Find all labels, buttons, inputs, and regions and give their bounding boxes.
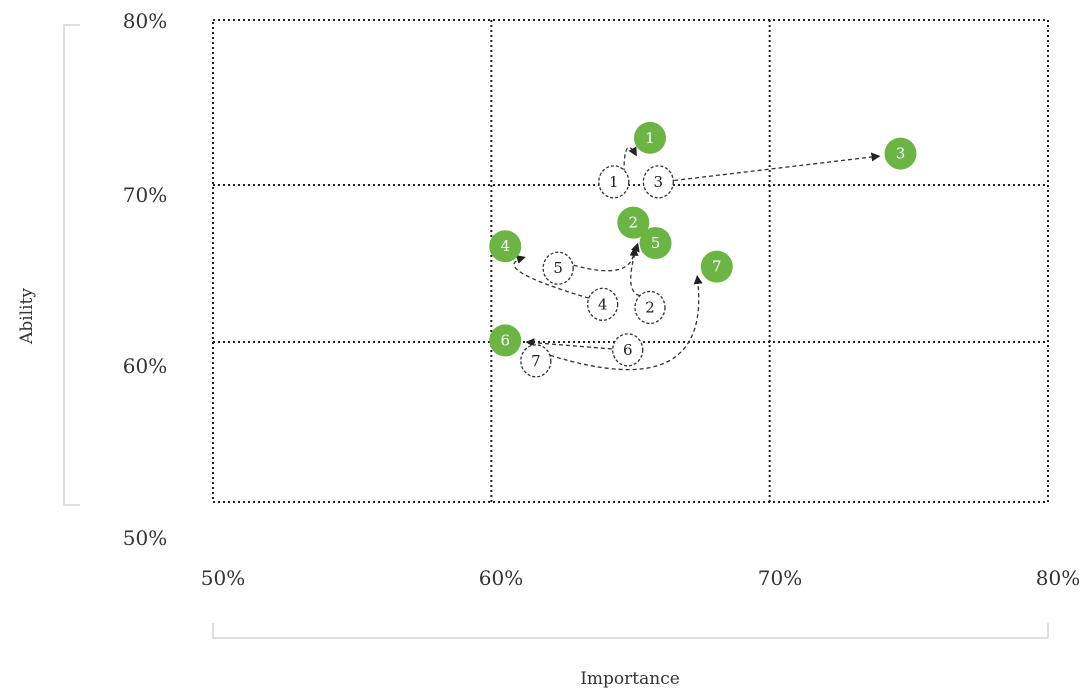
current-points: 1 2 3 4 5 6 7 [489, 121, 917, 357]
previous-point-label: 2 [645, 298, 655, 316]
plot-frame [212, 19, 1049, 503]
grid [212, 19, 1049, 503]
movement-arrows [513, 146, 881, 371]
y-axis-bracket [63, 24, 80, 506]
previous-point-label: 3 [654, 173, 664, 191]
previous-point-label: 1 [609, 173, 619, 191]
previous-point-label: 4 [598, 295, 608, 313]
current-point-label: 6 [500, 331, 510, 349]
previous-point-label: 6 [623, 341, 633, 359]
previous-points: 1 2 3 4 5 6 7 [520, 165, 674, 378]
current-point-label: 7 [712, 258, 722, 276]
x-axis-label: Importance [580, 669, 680, 689]
arrow-3 [674, 152, 881, 182]
current-point-4: 4 [489, 230, 522, 263]
previous-point-2: 2 [634, 290, 666, 325]
previous-point-4: 4 [587, 287, 619, 321]
current-point-6: 6 [489, 324, 522, 357]
y-tick-label: 50% [123, 526, 167, 550]
axis-brackets [63, 24, 1049, 639]
current-point-label: 2 [629, 214, 639, 232]
y-tick-label: 80% [123, 9, 167, 33]
previous-point-5: 5 [542, 251, 574, 285]
tick-labels: 50% 60% 70% 80% 80% 70% 60% 50% [123, 9, 1080, 590]
current-point-2: 2 [617, 206, 650, 239]
previous-point-1: 1 [598, 165, 630, 199]
arrow-6 [525, 338, 612, 350]
x-tick-label: 70% [758, 566, 802, 590]
current-point-3: 3 [884, 137, 917, 170]
x-tick-label: 80% [1036, 566, 1080, 590]
arrow-2 [630, 242, 647, 297]
previous-point-label: 5 [553, 259, 563, 277]
current-point-label: 3 [896, 145, 906, 163]
previous-point-label: 7 [531, 352, 541, 370]
previous-point-6: 6 [612, 333, 644, 367]
x-tick-label: 60% [479, 566, 523, 590]
x-tick-label: 50% [201, 566, 245, 590]
axis-labels: Importance Ability [17, 288, 680, 689]
current-point-1: 1 [633, 121, 666, 154]
current-point-label: 1 [645, 129, 655, 147]
y-tick-label: 70% [123, 183, 167, 207]
y-tick-label: 60% [123, 354, 167, 378]
arrow-1 [623, 146, 637, 173]
current-point-7: 7 [700, 250, 733, 283]
arrow-4 [513, 255, 590, 299]
previous-point-7: 7 [520, 344, 552, 378]
previous-point-3: 3 [642, 165, 674, 199]
y-axis-label: Ability [17, 288, 37, 345]
arrow-7 [549, 275, 703, 371]
current-point-5: 5 [639, 227, 672, 260]
current-point-label: 5 [651, 234, 661, 252]
arrow-5 [573, 246, 639, 272]
x-axis-bracket [212, 623, 1049, 639]
current-point-label: 4 [500, 237, 510, 255]
